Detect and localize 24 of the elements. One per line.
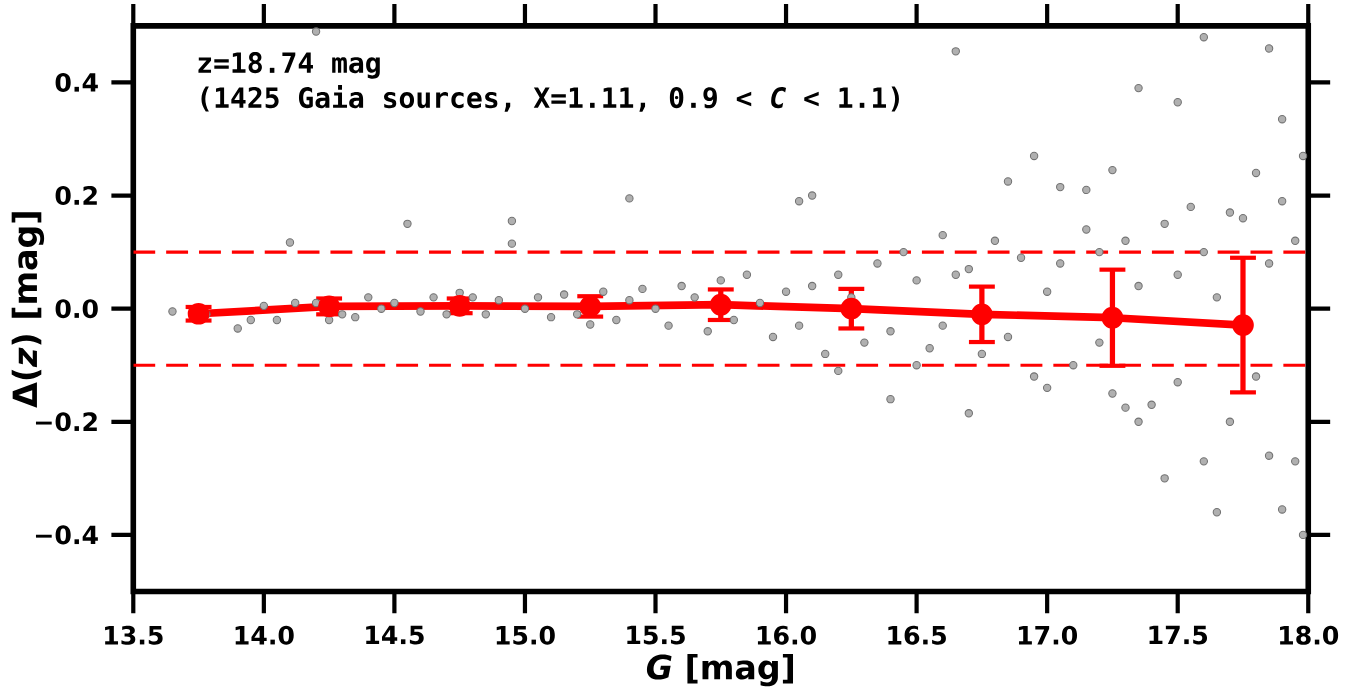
x-tick-label: 15.5 [627, 625, 685, 645]
point [709, 293, 732, 316]
x-tick-label: 17.5 [1149, 625, 1208, 645]
x-tick-label: 13.5 [105, 625, 163, 645]
y-tick-label: 0.0 [55, 299, 98, 319]
point [1101, 306, 1124, 329]
y-tick-label: −0.4 [35, 525, 98, 545]
y-axis-title: Δ(z) [mag] [11, 212, 45, 408]
x-tick-label: 17.0 [1018, 625, 1078, 645]
x-axis-title: G [mag] [646, 653, 794, 687]
y-tick-label: −0.2 [35, 412, 97, 432]
point [840, 297, 863, 320]
text: (1425 Gaia sources, X=1.11, 0.9 < C < 1.1) [201, 85, 899, 112]
annotation: z=18.74 mag [198, 52, 380, 79]
y-tick-label: 0.2 [55, 186, 97, 206]
point [971, 303, 993, 326]
x-tick-label: 14.0 [235, 625, 294, 645]
point [1232, 314, 1254, 336]
x-tick-label: 15.0 [496, 625, 555, 645]
x-tick-label: 16.5 [888, 625, 946, 645]
x-tick-label: 18.0 [1280, 625, 1339, 645]
x-tick-label: 14.5 [366, 625, 424, 645]
y-tick-label: 0.4 [55, 72, 98, 92]
x-tick-label: 16.0 [757, 625, 816, 645]
